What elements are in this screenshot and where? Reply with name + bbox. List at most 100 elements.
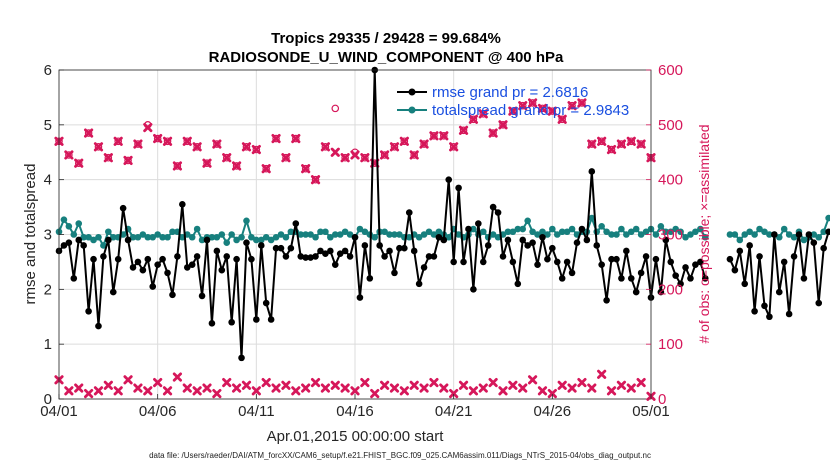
obs-assimilated-marker — [202, 158, 212, 168]
obs-assimilated-marker — [330, 147, 340, 157]
obs-possible-marker — [607, 145, 616, 154]
totalspread-point — [302, 231, 309, 238]
rmse-point — [771, 231, 778, 238]
obs-assimilated-marker — [508, 106, 518, 116]
rmse-point — [65, 239, 73, 247]
totalspread-point — [331, 231, 339, 238]
rmse-point — [327, 247, 334, 255]
obs-possible-marker — [74, 159, 83, 168]
obs-possible-marker — [291, 134, 300, 143]
obs-assimilated-marker — [528, 375, 538, 385]
rmse-point — [544, 255, 551, 263]
obs-possible-marker — [548, 107, 557, 115]
obs-possible-marker — [489, 129, 497, 137]
totalspread-point — [415, 233, 423, 241]
obs-assimilated-marker — [370, 388, 380, 399]
rmse-point — [80, 242, 87, 249]
obs-possible-marker — [617, 140, 626, 148]
obs-assimilated-marker — [449, 388, 459, 399]
totalspread-point — [95, 233, 102, 241]
rmse-point — [736, 247, 744, 255]
rmse-point — [553, 258, 561, 266]
obs-assimilated-marker — [458, 380, 469, 390]
totalspread-point — [267, 236, 275, 244]
rmse-point — [761, 302, 768, 310]
totalspread-point — [336, 231, 344, 238]
y-axis-label-left: rmse and totalspread — [22, 164, 39, 305]
totalspread-point — [139, 231, 147, 238]
x-tick-label: 05/01 — [632, 403, 670, 420]
rmse-point — [455, 184, 462, 192]
obs-assimilated-marker — [232, 161, 242, 171]
rmse-point — [188, 261, 196, 268]
obs-assimilated-marker — [74, 158, 84, 168]
totalspread-point — [149, 233, 157, 241]
totalspread-point — [420, 231, 428, 238]
rmse-point — [667, 258, 675, 266]
obs-assimilated-marker — [597, 369, 607, 379]
y-tick-label-right: 600 — [658, 62, 683, 79]
rmse-point — [460, 258, 467, 266]
rmse-point — [85, 307, 92, 315]
totalspread-point — [455, 231, 462, 238]
rmse-point — [672, 272, 679, 279]
obs-possible-marker — [499, 121, 507, 129]
rmse-point — [652, 255, 660, 263]
rmse-point — [322, 250, 329, 257]
obs-possible-marker — [439, 132, 448, 140]
rmse-point — [489, 203, 497, 211]
obs-assimilated-marker — [636, 139, 646, 149]
rmse-point — [361, 242, 369, 249]
totalspread-point — [549, 225, 556, 233]
rmse-point — [558, 275, 566, 282]
obs-assimilated-marker — [606, 144, 617, 155]
rmse-point — [701, 275, 709, 282]
totalspread-point — [785, 231, 793, 238]
totalspread-point — [751, 231, 758, 238]
totalspread-point — [568, 225, 576, 233]
totalspread-point — [825, 214, 830, 222]
totalspread-point — [356, 225, 364, 233]
totalspread-point — [75, 220, 83, 227]
totalspread-point — [346, 231, 354, 238]
totalspread-point — [692, 228, 699, 236]
rmse-point — [356, 294, 364, 301]
obs-assimilated-marker — [133, 139, 143, 149]
obs-possible-marker — [597, 137, 606, 146]
obs-assimilated-marker — [537, 386, 548, 396]
obs-possible-marker — [410, 151, 419, 159]
legend-rmse-label: rmse grand pr = 2.6816 — [432, 84, 588, 101]
obs-assimilated-marker — [162, 136, 173, 146]
series-totalspread — [55, 214, 830, 249]
totalspread-point — [391, 231, 398, 238]
rmse-point — [386, 247, 393, 255]
totalspread-point — [539, 228, 546, 236]
rmse-point — [623, 247, 630, 255]
x-tick-label: 04/16 — [336, 403, 374, 420]
obs-assimilated-marker — [271, 383, 281, 393]
totalspread-point — [682, 233, 689, 241]
obs-assimilated-marker — [518, 383, 528, 393]
obs-assimilated-marker — [567, 101, 577, 111]
obs-assimilated-marker — [439, 383, 449, 393]
obs-possible-marker — [65, 151, 73, 159]
totalspread-point — [766, 231, 773, 238]
totalspread-point — [164, 233, 171, 241]
rmse-point — [154, 261, 161, 268]
obs-assimilated-marker — [537, 103, 548, 113]
totalspread-point — [208, 233, 216, 241]
totalspread-point — [667, 228, 675, 236]
rmse-point — [410, 247, 418, 255]
rmse-point — [174, 253, 181, 260]
rmse-point — [825, 228, 830, 236]
obs-assimilated-marker — [113, 136, 123, 146]
totalspread-point — [761, 228, 768, 236]
totalspread-point — [632, 225, 640, 233]
obs-assimilated-marker — [350, 150, 360, 160]
totalspread-point — [623, 231, 630, 238]
rmse-point — [198, 292, 206, 300]
obs-possible-marker — [459, 126, 468, 135]
totalspread-point — [627, 228, 635, 236]
totalspread-point — [470, 225, 477, 233]
y-tick-label-left: 0 — [44, 391, 52, 408]
